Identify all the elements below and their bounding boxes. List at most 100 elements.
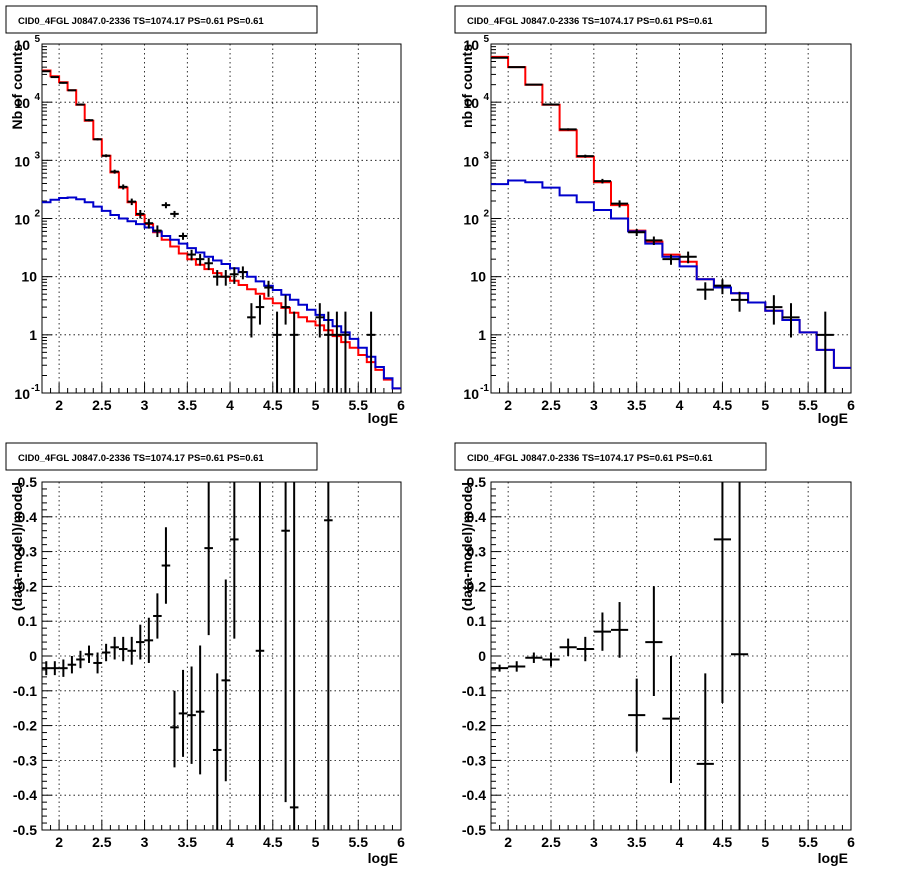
x-tick-label: 5 <box>312 397 320 413</box>
y-tick-label-exponent: 2 <box>34 209 40 220</box>
y-tick-label: -0.4 <box>462 787 486 803</box>
data-point <box>559 128 577 131</box>
x-axis-label: logE <box>368 850 398 866</box>
y-tick-label: -0.1 <box>462 683 486 699</box>
data-point <box>187 666 196 764</box>
panel-2: CID0_4FGL J0847.0-2336 TS=1074.17 PS=0.6… <box>5 442 405 866</box>
data-point <box>628 228 646 237</box>
x-tick-label: 3.5 <box>178 834 198 850</box>
data-point <box>221 270 231 286</box>
data-point <box>67 656 77 674</box>
plot-area: 2 2.5 3 3.5 4 4.5 5 5.5 6 -0.5 -0.4 -0.3 -0.2 -0.1 0 0.… <box>462 474 855 850</box>
data-point <box>212 270 222 286</box>
model-step-line <box>42 69 401 390</box>
x-tick-label: 2 <box>504 397 512 413</box>
plot-frame <box>41 43 402 394</box>
data-point <box>593 612 611 651</box>
y-tick-label-exponent: 3 <box>34 150 40 161</box>
data-point <box>576 154 594 158</box>
x-tick-label: 5.5 <box>349 834 369 850</box>
data-point <box>255 295 265 325</box>
x-tick-label: 3.5 <box>178 397 198 413</box>
data-point <box>76 103 85 106</box>
data-point <box>542 103 560 106</box>
y-tick-label: 10 <box>463 37 479 53</box>
y-axis-label: Nb of counts <box>9 44 25 130</box>
y-tick-label: 10 <box>463 153 479 169</box>
data-point <box>127 198 137 206</box>
x-tick-label: 4 <box>676 397 684 413</box>
y-tick-label: 0.3 <box>467 544 487 560</box>
y-tick-label: 1 <box>29 327 37 343</box>
y-tick-label: 0.2 <box>18 578 38 594</box>
data-point <box>212 673 222 830</box>
x-tick-label: 6 <box>397 834 405 850</box>
data-point <box>136 624 145 660</box>
data-point <box>315 303 325 338</box>
x-tick-label: 6 <box>847 834 855 850</box>
y-tick-label: 0 <box>478 648 486 664</box>
y-tick-label: 0.2 <box>467 578 487 594</box>
title-box <box>454 5 767 34</box>
data-point <box>765 295 783 325</box>
x-tick-label: 5.5 <box>798 397 818 413</box>
data-point <box>59 81 68 84</box>
x-tick-label: 5 <box>761 397 769 413</box>
data-point <box>127 636 137 665</box>
y-tick-label: -0.4 <box>13 787 37 803</box>
panel-title: CID0_4FGL J0847.0-2336 TS=1074.17 PS=0.6… <box>18 16 264 27</box>
data-point <box>221 579 231 782</box>
data-point <box>255 482 265 830</box>
data-point <box>50 661 60 676</box>
data-point <box>289 482 299 830</box>
data-point <box>611 200 629 208</box>
data-point <box>272 311 282 393</box>
x-tick-label: 3 <box>141 834 149 850</box>
data-point <box>289 311 299 393</box>
y-axis-label: (data-model)/model <box>459 482 475 611</box>
data-point <box>679 251 697 264</box>
data-point <box>645 586 663 697</box>
data-point <box>170 690 179 768</box>
data-point <box>178 669 188 757</box>
y-tick-label: -0.2 <box>13 718 37 734</box>
x-tick-label: 3.5 <box>627 397 647 413</box>
y-tick-label: 0 <box>29 648 37 664</box>
series-group <box>42 69 401 393</box>
data-point <box>525 652 543 663</box>
data-point <box>508 66 526 69</box>
y-tick-label: 0.4 <box>18 509 38 525</box>
y-tick-label-exponent: 5 <box>483 34 489 45</box>
y-tick-label: 10 <box>463 386 479 402</box>
data-point <box>324 311 333 393</box>
data-point <box>50 76 60 79</box>
data-point <box>101 643 111 662</box>
data-point <box>144 218 154 229</box>
data-point <box>153 593 162 639</box>
x-tick-label: 3.5 <box>627 834 647 850</box>
y-tick-label: 0.1 <box>467 613 487 629</box>
x-tick-label: 2 <box>504 834 512 850</box>
data-point <box>178 232 188 240</box>
data-point <box>42 70 51 73</box>
y-tick-label: -0.1 <box>13 683 37 699</box>
data-point <box>731 291 749 312</box>
data-point <box>628 678 646 752</box>
plot-area: 2 2.5 3 3.5 4 4.5 5 5.5 6 -0.5 -0.4 -0.3 -0.2 -0.1 0 0.… <box>13 474 405 850</box>
x-tick-label: 4 <box>226 834 234 850</box>
data-point <box>525 83 543 86</box>
data-point <box>611 602 629 658</box>
x-tick-label: 4.5 <box>263 834 283 850</box>
x-axis-label: logE <box>368 410 398 426</box>
series-group <box>491 482 749 830</box>
y-tick-label: 1 <box>478 327 486 343</box>
x-tick-label: 4.5 <box>713 834 733 850</box>
y-tick-label: 10 <box>14 37 30 53</box>
x-tick-label: 5.5 <box>798 834 818 850</box>
y-tick-label: -0.5 <box>13 822 37 838</box>
data-point <box>230 482 239 639</box>
y-tick-label-exponent: 5 <box>34 34 40 45</box>
data-point <box>161 527 171 604</box>
x-tick-label: 5 <box>312 834 320 850</box>
